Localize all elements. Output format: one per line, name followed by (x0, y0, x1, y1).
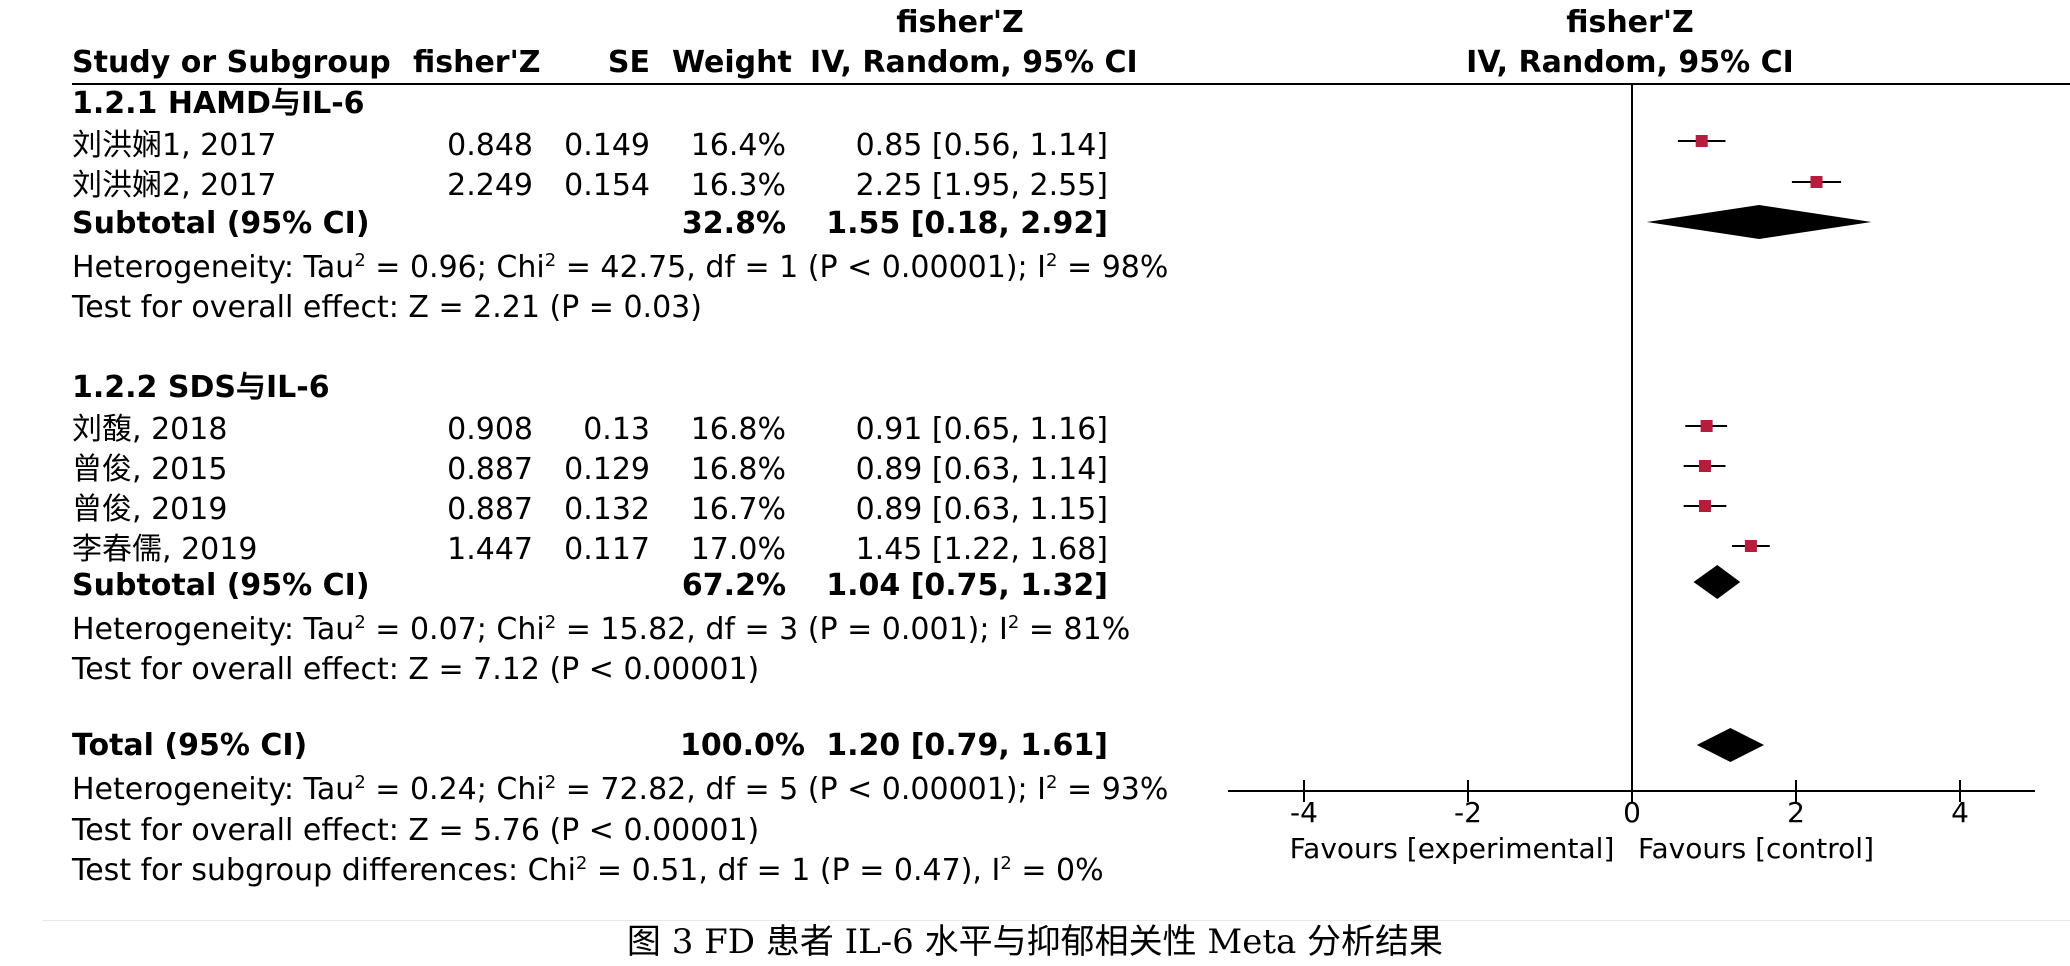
figure-caption: 图 3 FD 患者 IL-6 水平与抑郁相关性 Meta 分析结果 (626, 922, 1444, 962)
study-se: 0.149 (564, 128, 650, 163)
plot-header-top: fisher'Z (1566, 5, 1694, 40)
study-weight: 16.8% (690, 452, 786, 487)
study-weight: 16.4% (690, 128, 786, 163)
header-weight: Weight (672, 45, 792, 80)
overall-effect-text: Test for overall effect: Z = 2.21 (P = 0… (72, 290, 702, 325)
group-title: 1.2.1 HAMD与IL-6 (72, 86, 365, 121)
study-se: 0.129 (564, 452, 650, 487)
header-fisherz: fisher'Z (413, 45, 541, 80)
subtotal-label: Subtotal (95% CI) (72, 206, 370, 241)
study-name: 刘馥, 2018 (72, 412, 228, 447)
forest-plot-figure (42, 0, 2070, 921)
x-tick-label: -2 (1454, 796, 1482, 829)
study-z: 0.887 (447, 452, 533, 487)
study-se: 0.154 (564, 168, 650, 203)
study-ci: 0.89 [0.63, 1.15] (855, 492, 1108, 527)
study-weight: 16.7% (690, 492, 786, 527)
study-se: 0.132 (564, 492, 650, 527)
x-tick-label: 0 (1623, 796, 1641, 829)
heterogeneity-text: Heterogeneity: Tau2 = 0.24; Chi2 = 72.82… (72, 772, 1169, 807)
total-ci: 1.20 [0.79, 1.61] (826, 728, 1108, 763)
subtotal-diamond (1693, 565, 1741, 599)
study-z: 0.887 (447, 492, 533, 527)
study-point-marker (1744, 540, 1757, 552)
study-point-marker (1700, 420, 1713, 432)
study-z: 0.908 (447, 412, 533, 447)
header-se: SE (607, 45, 650, 80)
study-name: 刘洪娴1, 2017 (72, 128, 277, 163)
study-name: 刘洪娴2, 2017 (72, 168, 277, 203)
study-ci: 0.91 [0.65, 1.16] (855, 412, 1108, 447)
study-point-marker (1810, 176, 1823, 188)
study-name: 曾俊, 2019 (72, 492, 228, 527)
total-diamond (1696, 728, 1765, 762)
study-point-marker (1698, 500, 1711, 512)
study-se: 0.13 (583, 412, 650, 447)
subtotal-weight: 67.2% (681, 568, 786, 603)
study-weight: 16.3% (690, 168, 786, 203)
study-ci: 2.25 [1.95, 2.55] (855, 168, 1108, 203)
study-point-marker (1695, 135, 1708, 147)
subtotal-label: Subtotal (95% CI) (72, 568, 370, 603)
study-point-marker (1698, 460, 1711, 472)
overall-effect-text: Test for overall effect: Z = 5.76 (P < 0… (72, 813, 760, 848)
study-weight: 17.0% (690, 532, 786, 567)
subgroup-differences-text: Test for subgroup differences: Chi2 = 0.… (72, 853, 1104, 888)
plot-header-bottom: IV, Random, 95% CI (1466, 45, 1794, 80)
heterogeneity-text: Heterogeneity: Tau2 = 0.07; Chi2 = 15.82… (72, 612, 1131, 647)
header-ci-top: fisher'Z (896, 5, 1024, 40)
heterogeneity-text: Heterogeneity: Tau2 = 0.96; Chi2 = 42.75… (72, 250, 1169, 285)
total-weight: 100.0% (680, 728, 805, 763)
study-z: 1.447 (447, 532, 533, 567)
overall-effect-text: Test for overall effect: Z = 7.12 (P < 0… (72, 652, 760, 687)
subtotal-diamond (1646, 205, 1872, 239)
x-tick-label: -4 (1290, 796, 1318, 829)
study-ci: 0.89 [0.63, 1.14] (855, 452, 1108, 487)
x-tick-label: 4 (1951, 796, 1969, 829)
study-se: 0.117 (564, 532, 650, 567)
study-weight: 16.8% (690, 412, 786, 447)
subtotal-weight: 32.8% (681, 206, 786, 241)
study-name: 曾俊, 2015 (72, 452, 228, 487)
x-tick-label: 2 (1787, 796, 1805, 829)
study-ci: 1.45 [1.22, 1.68] (855, 532, 1108, 567)
study-z: 2.249 (447, 168, 533, 203)
total-label: Total (95% CI) (72, 728, 308, 763)
favours-experimental-label: Favours [experimental] (1290, 832, 1615, 865)
study-name: 李春儒, 2019 (72, 532, 258, 567)
group-title: 1.2.2 SDS与IL-6 (72, 370, 330, 405)
favours-control-label: Favours [control] (1638, 832, 1874, 865)
header-ci-bottom: IV, Random, 95% CI (810, 45, 1138, 80)
study-ci: 0.85 [0.56, 1.14] (855, 128, 1108, 163)
header-study: Study or Subgroup (72, 45, 391, 80)
study-z: 0.848 (447, 128, 533, 163)
subtotal-ci: 1.55 [0.18, 2.92] (826, 206, 1108, 241)
subtotal-ci: 1.04 [0.75, 1.32] (826, 568, 1108, 603)
